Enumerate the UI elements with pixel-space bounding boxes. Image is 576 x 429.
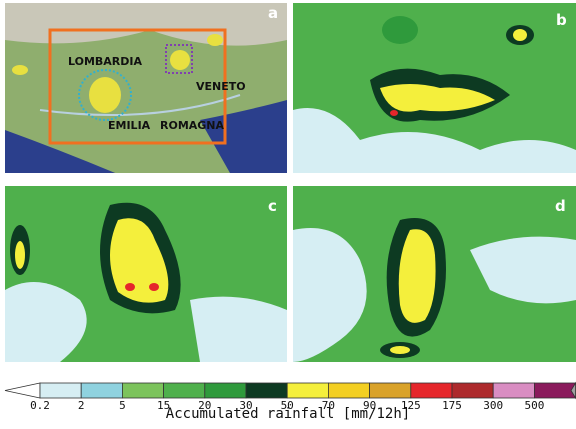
map-panel — [293, 3, 576, 173]
colorbar-swatch — [534, 383, 575, 398]
colorbar-swatch — [5, 383, 40, 398]
colorbar-tick-label: 300 — [483, 399, 503, 412]
colorbar-tick-label: 0.2 — [30, 399, 50, 412]
colorbar-swatch — [81, 383, 122, 398]
figure: a b c d LOMBARDIA VENETO EMILIA ROMAGNA … — [0, 0, 576, 429]
colorbar-swatch — [205, 383, 246, 398]
colorbar-swatch — [287, 383, 328, 398]
region-label: ROMAGNA — [160, 119, 225, 132]
panel-label: a — [268, 4, 278, 22]
colorbar-swatch — [40, 383, 81, 398]
colorbar-swatch — [493, 383, 534, 398]
region-label: LOMBARDIA — [68, 55, 143, 68]
colorbar-swatch — [164, 383, 205, 398]
region-label: VENETO — [196, 80, 246, 93]
panel-label: c — [268, 197, 277, 215]
colorbar-swatch — [246, 383, 287, 398]
colorbar-swatch — [328, 383, 369, 398]
colorbar-swatch — [370, 383, 411, 398]
map-panel — [5, 186, 287, 362]
colorbar-swatch — [452, 383, 493, 398]
panel-label: b — [556, 11, 567, 29]
colorbar-tick-label: 2 — [78, 399, 85, 412]
region-label: EMILIA — [108, 119, 151, 132]
colorbar-swatch — [122, 383, 163, 398]
colorbar-tick-label: 500 — [524, 399, 544, 412]
colorbar-label: Accumulated rainfall [mm/12h] — [166, 406, 410, 422]
map-panel — [293, 186, 576, 362]
colorbar-tick-label: 5 — [119, 399, 126, 412]
panel-label: d — [555, 197, 566, 215]
colorbar-tick-label: 175 — [442, 399, 462, 412]
colorbar-swatch — [411, 383, 452, 398]
